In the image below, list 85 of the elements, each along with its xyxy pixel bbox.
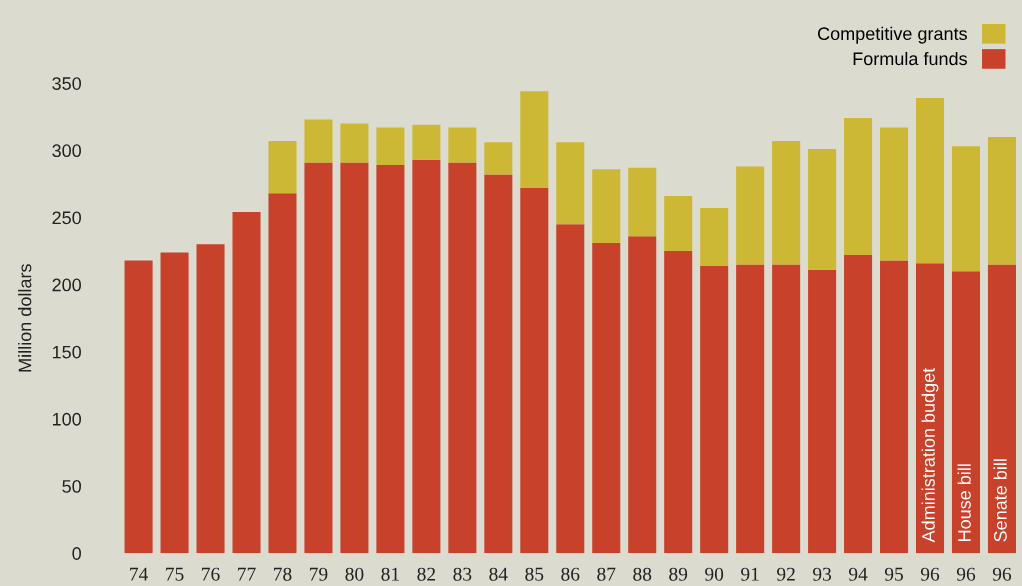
y-tick-label: 200	[52, 278, 81, 292]
bar	[628, 236, 657, 554]
bar	[628, 167, 657, 237]
bar	[987, 136, 1016, 265]
legend-label: Formula funds	[853, 51, 967, 66]
bar	[808, 149, 837, 270]
bar	[880, 127, 909, 261]
x-tick-label: 84	[489, 567, 508, 581]
y-tick-label: 300	[52, 144, 81, 158]
x-tick-label: 79	[310, 567, 328, 581]
x-tick-label: 94	[848, 567, 868, 581]
bar	[232, 212, 261, 554]
x-tick-label: 83	[453, 567, 472, 581]
annotation: House bill	[957, 464, 971, 541]
x-tick-label: 96	[956, 567, 976, 581]
annotation: Senate bill	[993, 459, 1007, 542]
x-tick-label: 92	[777, 567, 795, 581]
x-tick-label: 89	[669, 567, 688, 581]
y-tick-label: 150	[52, 345, 81, 359]
bar	[412, 159, 441, 554]
bar	[915, 97, 945, 264]
bar	[340, 162, 369, 554]
x-tick-label: 78	[274, 567, 292, 581]
x-tick-label: 91	[741, 567, 759, 581]
x-tick-label: 82	[417, 567, 436, 581]
bar	[376, 127, 405, 166]
bar	[700, 208, 729, 266]
bar	[268, 140, 297, 194]
x-tick-label: 75	[166, 567, 184, 581]
bar	[448, 162, 477, 554]
x-tick-label: 76	[202, 567, 220, 581]
bar	[448, 127, 477, 163]
x-tick-label: 80	[345, 567, 364, 581]
bar	[880, 260, 909, 554]
bar	[664, 251, 693, 554]
bar	[124, 260, 153, 554]
x-tick-label: 85	[525, 567, 544, 581]
bar	[304, 162, 333, 554]
y-tick-label: 0	[72, 547, 81, 560]
bar	[736, 166, 765, 265]
bar	[196, 244, 225, 554]
y-axis-title: Million dollars	[18, 264, 32, 372]
x-tick-label: 81	[381, 567, 399, 581]
bar	[412, 124, 441, 160]
x-tick-label: 96	[992, 567, 1012, 581]
x-tick-label: 87	[597, 567, 616, 581]
bar	[556, 142, 585, 225]
x-tick-label: 74	[130, 567, 148, 581]
bar	[987, 264, 1016, 554]
bar	[592, 243, 621, 554]
legend-label: Competitive grants	[817, 26, 967, 44]
bar	[915, 263, 945, 554]
bar	[772, 140, 801, 265]
y-tick-label: 100	[52, 412, 81, 426]
bar	[556, 224, 585, 554]
y-tick-label: 250	[52, 211, 81, 225]
annotation: Administration budget	[921, 367, 939, 543]
bar	[376, 165, 405, 554]
x-tick-label: 96	[920, 567, 940, 581]
bar	[304, 119, 333, 163]
bar	[340, 123, 369, 163]
bar	[951, 271, 981, 554]
x-tick-label: 95	[884, 567, 904, 581]
bar	[844, 255, 873, 554]
bar	[772, 264, 801, 554]
bar	[844, 118, 873, 256]
bar	[520, 187, 549, 554]
x-tick-label: 90	[705, 567, 724, 581]
x-tick-label: 93	[813, 567, 832, 581]
bar	[592, 169, 621, 243]
x-tick-label: 86	[561, 567, 580, 581]
bar	[484, 142, 513, 175]
bar	[160, 252, 189, 554]
bar	[268, 193, 297, 554]
bar	[484, 174, 513, 554]
bar	[951, 146, 981, 272]
y-tick-label: 350	[52, 77, 81, 90]
y-tick-label: 50	[62, 479, 81, 493]
bar	[664, 196, 693, 252]
bar	[700, 265, 729, 554]
bar	[808, 269, 837, 554]
x-tick-label: 88	[633, 567, 652, 581]
x-tick-label: 77	[238, 567, 256, 581]
bar	[520, 91, 549, 188]
bar	[736, 264, 765, 554]
